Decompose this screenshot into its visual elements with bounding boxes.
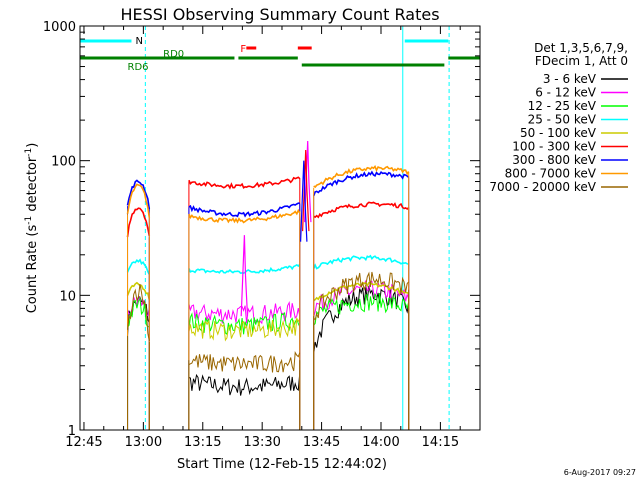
series-line	[313, 285, 410, 355]
footer-date: 6-Aug-2017 09:27	[564, 468, 636, 477]
legend-header: Det 1,3,5,6,7,9,	[534, 41, 628, 55]
series-3-6-keV	[127, 285, 410, 430]
y-tick-label: 10	[59, 289, 76, 304]
series-7000-20000-keV	[127, 271, 410, 430]
flare-spike	[304, 140, 312, 223]
legend: Det 1,3,5,6,7,9,FDecim 1, Att 0 3 - 6 keV…	[489, 41, 628, 194]
series-line	[126, 281, 151, 301]
y-tick-label: 1	[68, 424, 76, 439]
series-line	[313, 201, 410, 219]
f-flag-label: F	[240, 44, 246, 55]
x-tick-label: 12:45	[65, 435, 102, 450]
legend-entry-label: 800 - 7000 keV	[505, 167, 597, 181]
series-line	[188, 372, 301, 396]
flare-spike	[240, 235, 249, 317]
series-line	[188, 301, 301, 325]
series-100-300-keV	[126, 176, 410, 430]
flare-spike	[300, 160, 308, 242]
series-line	[188, 311, 301, 336]
series-line	[126, 179, 151, 210]
plot-area: N F RD0 RD6	[80, 26, 480, 430]
legend-entry-label: 100 - 300 keV	[512, 140, 596, 154]
n-flag-label: N	[135, 36, 142, 47]
series-6-12-keV	[127, 279, 410, 430]
x-tick-label: 14:00	[362, 435, 399, 450]
legend-entry-label: 25 - 50 keV	[528, 113, 597, 127]
series-line	[312, 254, 409, 270]
series-line	[188, 176, 301, 190]
legend-entry-label: 3 - 6 keV	[543, 72, 597, 86]
series-line	[126, 258, 151, 275]
series-12-25-keV	[127, 292, 410, 430]
x-tick-label: 13:00	[125, 435, 162, 450]
y-tick-label: 1000	[43, 20, 76, 35]
series-line	[127, 284, 150, 342]
legend-entry-label: 6 - 12 keV	[535, 86, 597, 100]
legend-entry-label: 7000 - 20000 keV	[489, 180, 596, 194]
plot-frame	[79, 25, 481, 431]
series-line	[313, 165, 410, 189]
legend-header: FDecim 1, Att 0	[535, 54, 628, 68]
legend-entry-label: 300 - 800 keV	[512, 153, 596, 167]
x-axis-label: Start Time (12-Feb-15 12:44:02)	[177, 457, 387, 472]
series-line	[188, 263, 301, 275]
x-tick-label: 13:15	[184, 435, 221, 450]
series-300-800-keV	[126, 170, 410, 430]
legend-entry-label: 12 - 25 keV	[528, 99, 597, 113]
series-line	[313, 292, 410, 326]
series-line	[188, 316, 301, 342]
y-tick-label: 100	[51, 155, 76, 170]
series-line	[126, 207, 151, 238]
x-tick-label: 14:15	[422, 435, 459, 450]
chart-title: HESSI Observing Summary Count Rates	[120, 5, 439, 24]
series-line	[188, 202, 300, 218]
series-50-100-keV	[126, 281, 410, 430]
flare-spike	[302, 149, 310, 232]
rd0-label: RD0	[163, 49, 184, 60]
series-line	[188, 350, 301, 373]
series-line	[313, 271, 410, 321]
rd6-label: RD6	[128, 62, 149, 73]
legend-entry-label: 50 - 100 keV	[520, 126, 597, 140]
x-tick-label: 13:45	[303, 435, 340, 450]
series-line	[312, 170, 410, 197]
axes: 12:45 13:00 13:15 13:30 13:45 14:00 14:15 1 10 10…	[43, 20, 481, 450]
series-line	[188, 208, 301, 224]
series-line	[126, 183, 151, 218]
x-tick-label: 13:30	[243, 435, 280, 450]
y-axis-label: Count Rate (s-1 detector-1)	[24, 143, 40, 314]
